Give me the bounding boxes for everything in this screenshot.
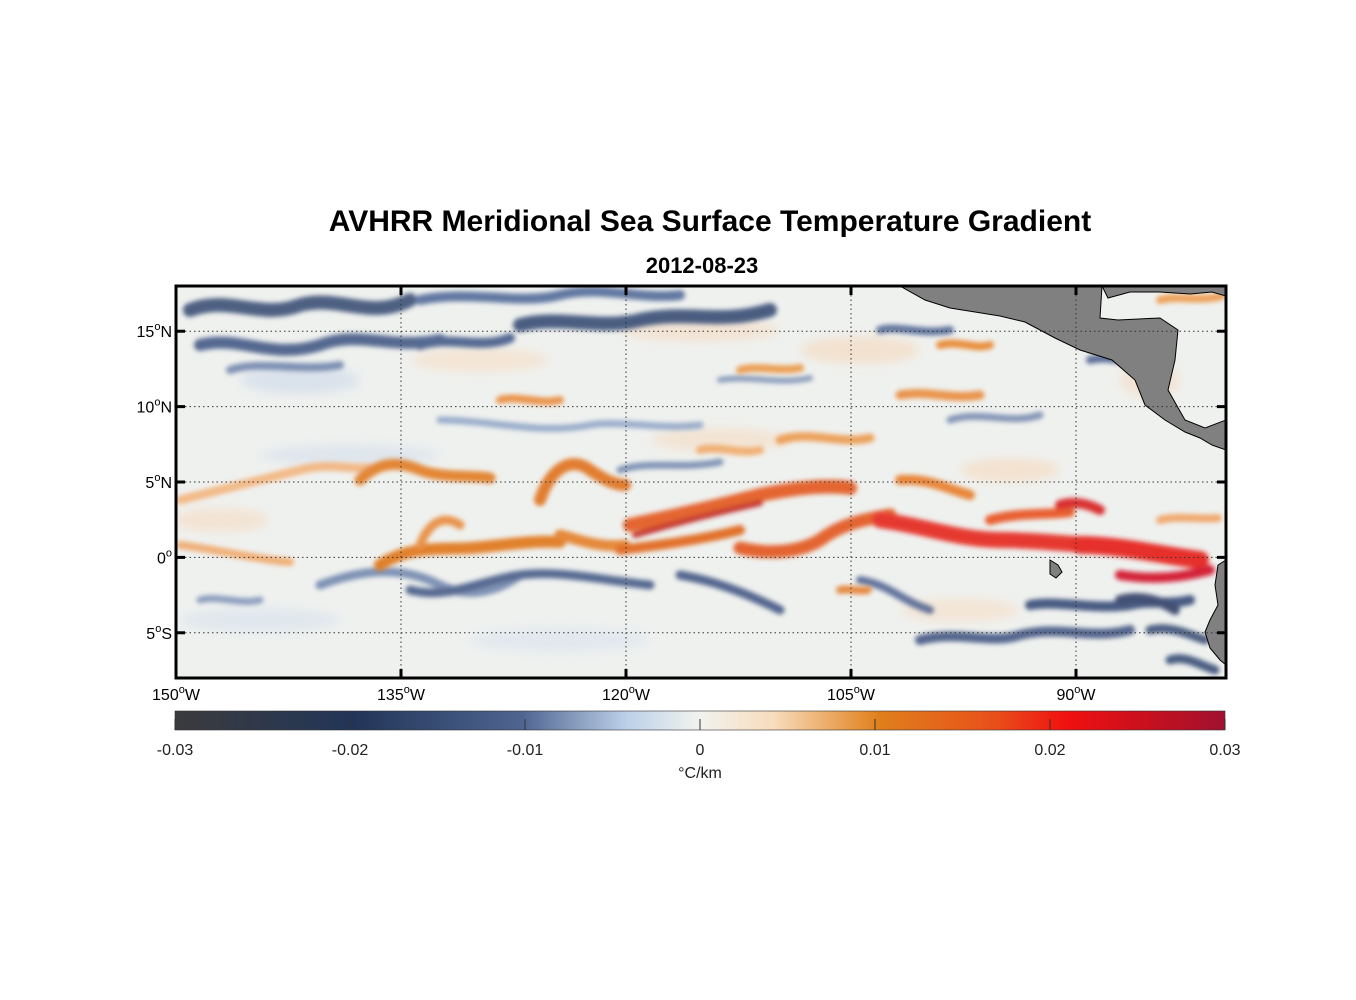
colorbar-tick-label: 0	[696, 742, 705, 759]
lon-tick-label: 150oW	[152, 684, 201, 704]
colorbar-tick-label: -0.01	[507, 742, 544, 759]
colorbar-unit-label: °C/km	[678, 765, 722, 782]
lat-tick-label: 15oN	[137, 321, 172, 341]
colorbar: -0.03 -0.02 -0.01 0 0.01 0.02 0.03 °C/km	[157, 710, 1241, 782]
lon-tick-label: 135oW	[377, 684, 426, 704]
axis-labels: 15oN 10oN 5oN 0o 5oS 150oW 135oW 120oW 105oW 90oW	[137, 286, 1226, 704]
lat-tick-label: 0o	[157, 547, 172, 567]
gradient-field	[176, 286, 1226, 678]
colorbar-tick-label: 0.01	[859, 742, 890, 759]
colorbar-tick-label: 0.02	[1034, 742, 1065, 759]
land-central-america	[898, 286, 1226, 451]
land-galapagos	[1049, 559, 1063, 579]
land-south-america	[1204, 559, 1226, 666]
lat-tick-label: 5oN	[145, 472, 172, 492]
colorbar-tick-label: -0.03	[157, 742, 194, 759]
weak-gradient-patches	[176, 318, 1180, 652]
lon-tick-label: 90oW	[1056, 684, 1096, 704]
lat-tick-label: 10oN	[137, 397, 172, 417]
positive-gradient-features	[176, 292, 1226, 595]
colorbar-tick-label: 0.03	[1209, 742, 1240, 759]
negative-gradient-features	[183, 286, 1220, 675]
lon-tick-label: 105oW	[827, 684, 876, 704]
map-title: AVHRR Meridional Sea Surface Temperature…	[328, 205, 1092, 238]
map-date: 2012-08-23	[645, 253, 759, 278]
colorbar-tick-label: -0.02	[332, 742, 369, 759]
lat-tick-label: 5oS	[146, 623, 172, 643]
lon-tick-label: 120oW	[602, 684, 651, 704]
